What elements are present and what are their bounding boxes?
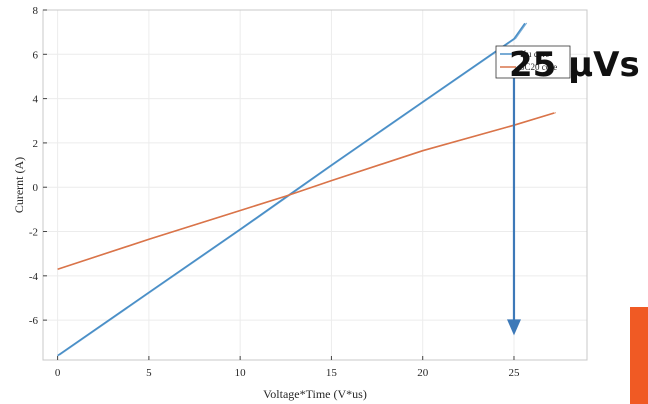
series-lines xyxy=(57,22,557,357)
marker-arrow-head xyxy=(506,319,521,336)
legend-box xyxy=(495,45,571,79)
legend-entry: 3C20 core xyxy=(520,62,557,72)
y-tick-label: 0 xyxy=(33,182,39,194)
axis-ticks: 0 5 10 15 20 25 -6 -4 -2 0 2 4 6 8 xyxy=(29,5,520,379)
x-tick-label: 0 xyxy=(55,367,61,379)
plot-area-frame xyxy=(42,9,588,361)
y-tick-label: 2 xyxy=(33,138,39,150)
x-axis-label: Voltage*Time (V*us) xyxy=(263,387,367,401)
side-accent-bar xyxy=(630,307,648,404)
y-tick-label: -4 xyxy=(29,271,39,283)
x-tick-label: 20 xyxy=(417,367,429,379)
x-tick-label: 25 xyxy=(508,367,520,379)
legend: Kµ core 3C20 core xyxy=(495,45,571,79)
annotation-25uvs: 25 µVs xyxy=(509,45,640,85)
x-tick-label: 5 xyxy=(146,367,152,379)
series-line-1 xyxy=(57,22,526,357)
marker-arrow-group xyxy=(506,47,521,336)
series-line-2 xyxy=(57,112,555,270)
y-tick-label: -2 xyxy=(29,227,38,239)
x-tick-label: 10 xyxy=(235,367,247,379)
y-tick-label: -6 xyxy=(29,315,39,327)
y-tick-label: 6 xyxy=(33,49,39,61)
y-tick-label: 8 xyxy=(33,5,39,17)
x-tick-label: 15 xyxy=(326,367,338,379)
y-axis-label: Curernt (A) xyxy=(12,157,26,213)
y-tick-label: 4 xyxy=(33,94,39,106)
series-line-2-trace xyxy=(59,112,557,270)
legend-entry: Kµ core xyxy=(520,49,549,59)
